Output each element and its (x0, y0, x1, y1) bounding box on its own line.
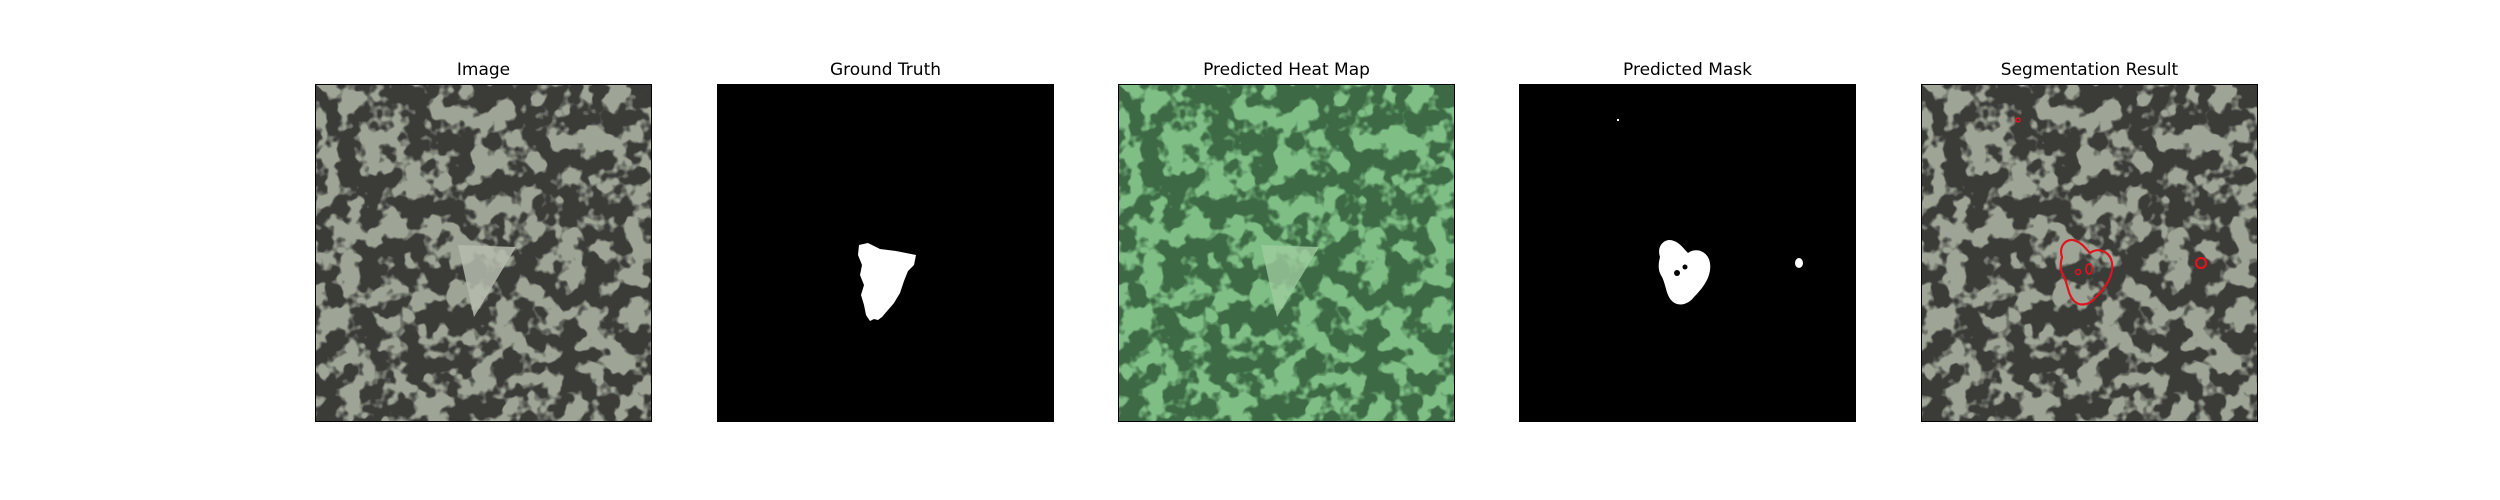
image-frame (315, 84, 652, 422)
predicted-mask-image (1520, 85, 1855, 421)
ground-truth-region (858, 243, 916, 321)
segmentation-speck-contour (2015, 117, 2021, 123)
anomaly-patch (1261, 245, 1319, 317)
panel-ground-truth: Ground Truth (717, 0, 1054, 500)
predicted-blob (1795, 258, 1803, 268)
segmentation-frame (1921, 84, 2258, 422)
panel-title: Segmentation Result (2000, 60, 2179, 80)
segmentation-blob-contour (2194, 256, 2208, 270)
heat-map-frame (1118, 84, 1455, 422)
predicted-mask-frame (1519, 84, 1856, 422)
anomaly-patch (458, 245, 516, 317)
ground-truth-frame (717, 84, 1054, 422)
texture-image (316, 85, 651, 421)
panel-title: Predicted Mask (1623, 60, 1752, 80)
panel-heat-map: Predicted Heat Map (1118, 0, 1455, 500)
panel-title: Ground Truth (829, 60, 942, 80)
panel-predicted-mask: Predicted Mask (1519, 0, 1856, 500)
segmentation-contour (2059, 238, 2114, 306)
predicted-region (1658, 239, 1711, 305)
panel-title: Predicted Heat Map (1203, 60, 1370, 80)
ground-truth-mask (718, 85, 1053, 421)
panel-title: Image (456, 60, 511, 80)
panel-segmentation-result: Segmentation Result (1921, 0, 2258, 500)
predicted-speck (1617, 119, 1619, 121)
panel-image: Image (315, 0, 652, 500)
heat-map-image (1119, 85, 1454, 421)
segmentation-image (1922, 85, 2257, 421)
